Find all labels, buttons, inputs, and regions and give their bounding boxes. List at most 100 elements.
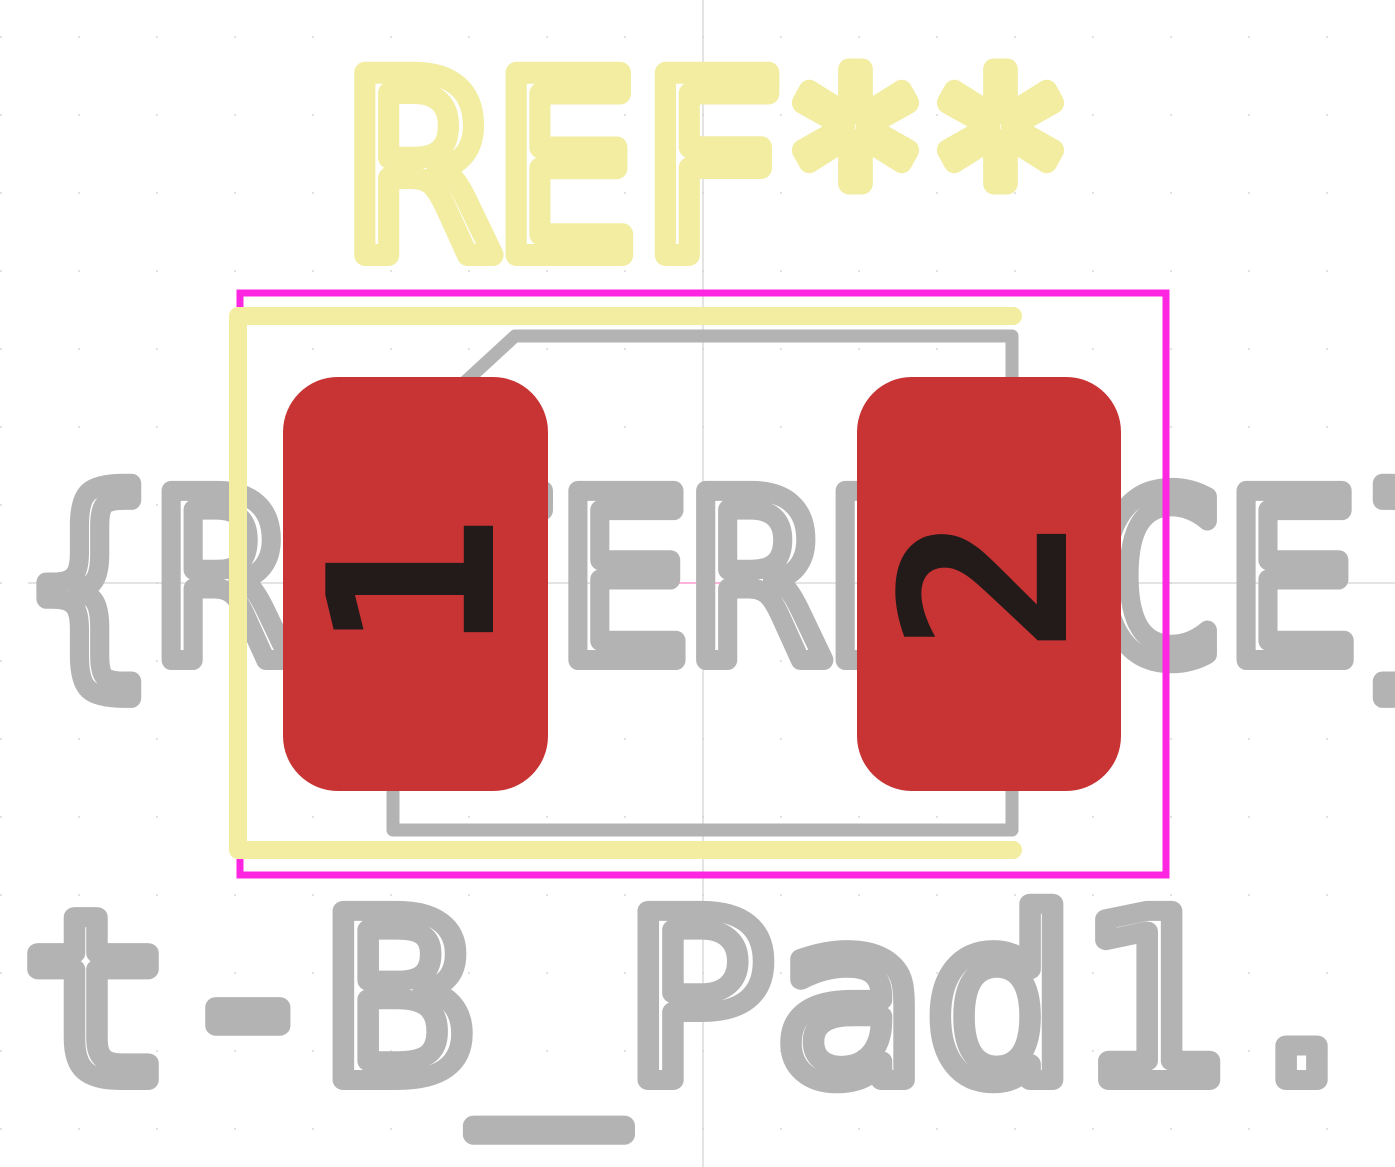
grid-dot xyxy=(1326,660,1328,662)
grid-dot xyxy=(1248,348,1250,350)
grid-dot xyxy=(312,348,314,350)
grid-dot xyxy=(234,894,236,896)
grid-dot xyxy=(936,1128,938,1130)
grid-dot xyxy=(1248,1128,1250,1130)
grid-dot xyxy=(1326,348,1328,350)
grid-dot xyxy=(0,1050,2,1052)
grid-dot xyxy=(0,660,2,662)
reference-designator: REF** xyxy=(348,23,1073,314)
grid-dot xyxy=(1248,738,1250,740)
grid-dot xyxy=(1092,894,1094,896)
grid-dot xyxy=(1326,816,1328,818)
grid-dot xyxy=(78,894,80,896)
grid-dot xyxy=(1248,192,1250,194)
grid-dot xyxy=(312,270,314,272)
grid-dot xyxy=(1014,36,1016,38)
grid-dot xyxy=(0,348,2,350)
grid-dot xyxy=(858,972,860,974)
grid-dot xyxy=(468,1128,470,1130)
value-text-line1: {REFERENCE} xyxy=(22,445,1395,715)
grid-dot xyxy=(780,348,782,350)
grid-dot xyxy=(0,582,2,584)
grid-dot xyxy=(234,972,236,974)
grid-dot xyxy=(390,1128,392,1130)
grid-dot xyxy=(936,972,938,974)
grid-dot xyxy=(1248,504,1250,506)
grid-dot xyxy=(780,894,782,896)
grid-dot xyxy=(234,114,236,116)
grid-dot xyxy=(1092,1128,1094,1130)
grid-dot xyxy=(858,114,860,116)
grid-dot xyxy=(1248,36,1250,38)
grid-dot xyxy=(936,36,938,38)
grid-dot xyxy=(0,1128,2,1130)
grid-dot xyxy=(156,36,158,38)
grid-dot xyxy=(468,1050,470,1052)
grid-dot xyxy=(1248,1050,1250,1052)
grid-dot xyxy=(780,270,782,272)
grid-dot xyxy=(780,36,782,38)
grid-dot xyxy=(156,504,158,506)
grid-dot xyxy=(1170,114,1172,116)
value-text-line2: t-B_Pad1. xyxy=(22,865,1377,1135)
grid-dot xyxy=(390,114,392,116)
grid-dot xyxy=(156,1050,158,1052)
grid-dot xyxy=(858,348,860,350)
grid-dot xyxy=(390,270,392,272)
grid-dot xyxy=(624,660,626,662)
grid-dot xyxy=(624,114,626,116)
grid-dot xyxy=(1170,348,1172,350)
grid-dot xyxy=(624,816,626,818)
grid-dot xyxy=(390,348,392,350)
grid-dot xyxy=(546,348,548,350)
grid-dot xyxy=(156,738,158,740)
grid-dot xyxy=(858,816,860,818)
grid-dot xyxy=(156,1128,158,1130)
grid-dot xyxy=(1170,36,1172,38)
grid-dot xyxy=(234,192,236,194)
grid-dot xyxy=(156,426,158,428)
grid-dot xyxy=(1170,426,1172,428)
grid-dot xyxy=(234,36,236,38)
value-text: {REFERENCE} t-B_Pad1. xyxy=(12,435,1395,1145)
grid-dot xyxy=(1248,972,1250,974)
grid-dot xyxy=(1170,270,1172,272)
grid-dot xyxy=(1170,192,1172,194)
grid-dot xyxy=(1014,192,1016,194)
grid-dot xyxy=(780,816,782,818)
grid-dot xyxy=(1326,192,1328,194)
grid-dot xyxy=(1014,1128,1016,1130)
grid-dot xyxy=(312,816,314,818)
grid-dot xyxy=(0,504,2,506)
grid-dot xyxy=(0,114,2,116)
grid-dot xyxy=(156,192,158,194)
grid-dot xyxy=(1326,1050,1328,1052)
grid-dot xyxy=(156,972,158,974)
grid-dot xyxy=(1326,426,1328,428)
grid-dot xyxy=(156,114,158,116)
grid-dot xyxy=(78,504,80,506)
grid-dot xyxy=(780,1050,782,1052)
grid-dot xyxy=(78,192,80,194)
grid-dot xyxy=(1170,504,1172,506)
grid-dot xyxy=(390,1050,392,1052)
grid-dot xyxy=(468,816,470,818)
grid-dot xyxy=(390,192,392,194)
grid-dot xyxy=(1326,36,1328,38)
grid-dot xyxy=(1248,114,1250,116)
grid-dot xyxy=(624,1128,626,1130)
grid-dot xyxy=(1326,114,1328,116)
grid-dot xyxy=(468,894,470,896)
grid-dot xyxy=(780,1128,782,1130)
grid-dot xyxy=(1326,738,1328,740)
grid-dot xyxy=(624,972,626,974)
grid-dot xyxy=(1092,192,1094,194)
grid-dot xyxy=(78,738,80,740)
grid-dot xyxy=(1092,114,1094,116)
grid-dot xyxy=(780,738,782,740)
grid-dot xyxy=(0,36,2,38)
grid-dot xyxy=(624,348,626,350)
pad-2[interactable]: 2 xyxy=(854,377,1121,791)
pad-1[interactable]: 1 xyxy=(281,377,548,791)
